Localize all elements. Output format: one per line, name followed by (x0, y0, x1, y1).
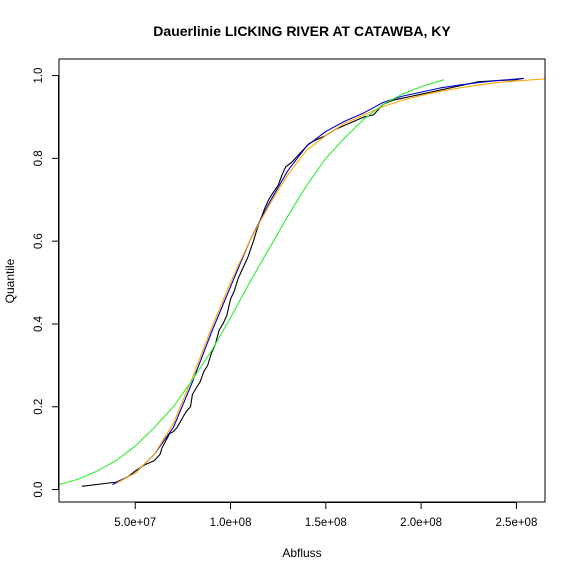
series-line-2 (112, 77, 525, 486)
y-tick-label: 0.6 (33, 233, 45, 249)
x-tick-label: 2.0e+08 (400, 517, 442, 529)
y-tick-label: 0.8 (33, 150, 45, 166)
series-line-4 (58, 79, 445, 486)
series-layer (58, 77, 546, 487)
y-axis-label: Quantile (3, 258, 17, 303)
chart-title: Dauerlinie LICKING RIVER AT CATAWBA, KY (153, 23, 451, 39)
x-tick-label: 1.0e+08 (210, 517, 252, 529)
x-tick-label: 1.5e+08 (305, 517, 347, 529)
x-tick-label: 5.0e+07 (114, 517, 156, 529)
y-tick-label: 0.0 (33, 482, 45, 498)
y-tick-label: 0.4 (33, 315, 45, 332)
plot-frame (58, 58, 546, 503)
x-tick-label: 2.5e+08 (495, 517, 537, 529)
y-tick-label: 1.0 (33, 68, 45, 84)
series-line-3 (115, 78, 546, 484)
y-tick-label: 0.2 (33, 399, 45, 415)
x-axis-label: Abfluss (282, 546, 321, 560)
